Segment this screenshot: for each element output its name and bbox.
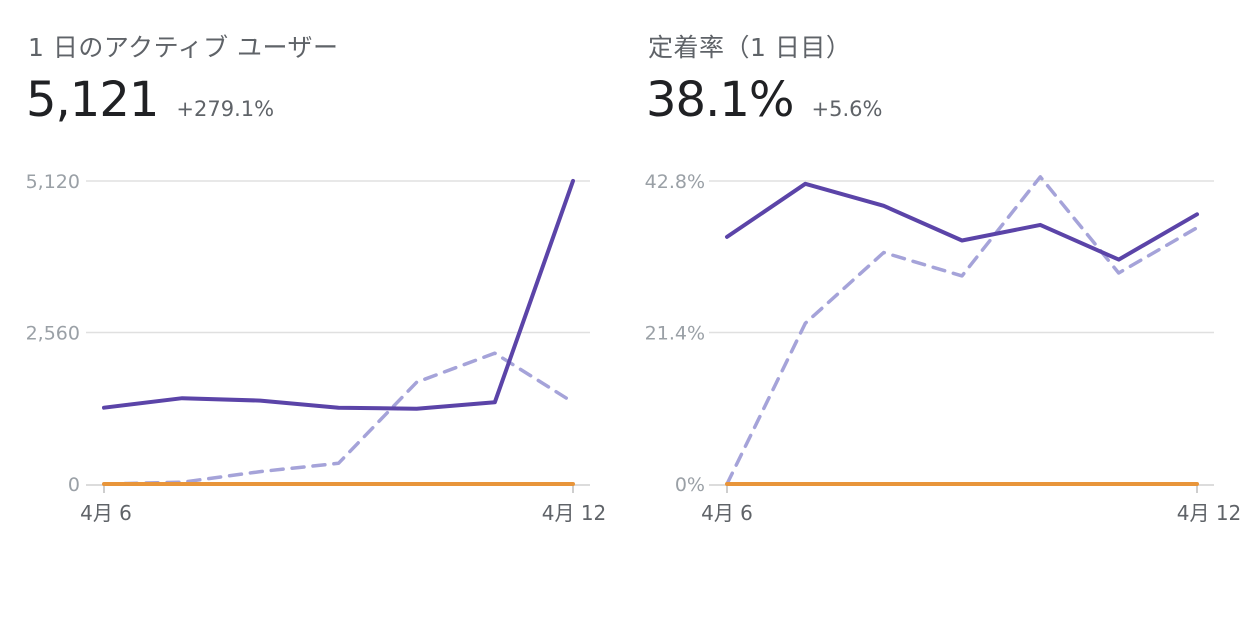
x-tick-label: 4月 12 [1177,501,1242,525]
y-tick-label: 0 [68,474,80,496]
metric-value: 5,121 [26,72,159,128]
metric-row: 5,121 +279.1% [26,72,274,128]
current-period-line [725,181,1199,262]
metric-title: 1 日のアクティブ ユーザー [28,33,339,62]
active-users-line-chart: 0 2,560 5,120 4月 6 4月 12 [26,171,607,525]
x-tick-label: 4月 6 [701,501,753,525]
metric-title: 定着率（1 日目） [648,33,852,62]
y-tick-label: 42.8% [645,171,705,193]
previous-period-line [725,175,1199,486]
y-tick-label: 5,120 [26,171,80,193]
metric-change: +279.1% [176,97,275,121]
retention-panel: 定着率（1 日目） 38.1% +5.6% 0% 21.4% 42.8% 4月 6 4月… [621,0,1242,630]
metric-value: 38.1% [646,72,794,128]
y-tick-label: 2,560 [26,323,80,345]
metric-row: 38.1% +5.6% [646,72,882,128]
y-tick-label: 21.4% [645,323,705,345]
daily-active-users-panel: 1 日のアクティブ ユーザー 5,121 +279.1% 0 2,560 5,120… [26,33,607,525]
x-tick-label: 4月 6 [80,501,132,525]
x-tick-label: 4月 12 [542,501,607,525]
current-period-line [102,178,575,411]
y-tick-label: 0% [675,474,705,496]
previous-period-line [102,351,575,486]
retention-line-chart: 0% 21.4% 42.8% 4月 6 4月 12 [645,171,1242,525]
metric-change: +5.6% [811,97,883,121]
